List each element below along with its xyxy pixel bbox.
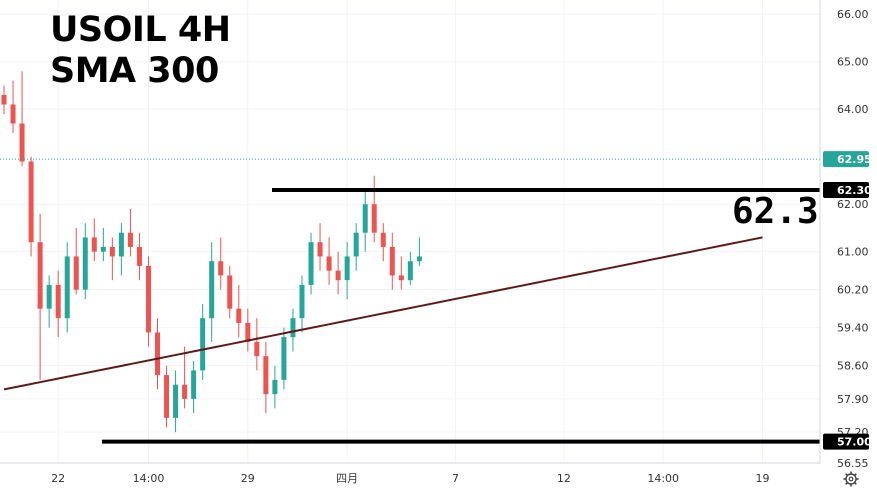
y-axis[interactable]: 66.00 65.00 64.00 62.00 61.00 60.20 59.40 58.60…	[819, 0, 872, 470]
candle-body	[263, 356, 269, 395]
candle-body	[380, 232, 386, 247]
candle-body	[371, 204, 377, 233]
candle-body	[389, 246, 395, 276]
current-price-tag: 62.95	[837, 153, 872, 166]
candle-body	[209, 261, 215, 319]
candle-body	[100, 246, 106, 252]
candle-body	[317, 242, 323, 257]
candles	[1, 71, 422, 433]
candle-body	[362, 204, 368, 233]
candle-body	[398, 275, 404, 281]
y-tick-label: 60.20	[837, 284, 869, 297]
gear-icon[interactable]	[843, 471, 859, 487]
level-price-tag-bg	[823, 433, 869, 450]
y-tick-label: 66.00	[837, 8, 869, 21]
candle-body	[191, 370, 197, 399]
candle-body	[19, 123, 25, 162]
level-annotation: 62.3	[732, 191, 819, 232]
candle-body	[64, 256, 70, 319]
candle-body	[281, 337, 287, 380]
level-price-tag-bg	[823, 181, 869, 198]
candle-body	[136, 246, 142, 266]
candle-body	[227, 275, 233, 309]
candle-body	[335, 270, 341, 281]
y-tick-label: 62.00	[837, 198, 869, 211]
candle-body	[118, 232, 124, 257]
candle-body	[73, 256, 79, 290]
candle-body	[353, 232, 359, 257]
candle-body	[182, 384, 188, 399]
sma-line-group	[3, 236, 763, 391]
candle-body	[218, 261, 224, 276]
current-price-tag-bg	[823, 151, 869, 168]
y-tick-label: 57.90	[837, 393, 869, 406]
candle-body	[37, 242, 43, 309]
x-tick-label: 29	[241, 472, 255, 485]
x-tick-label: 14:00	[133, 472, 165, 485]
chart-subtitle: SMA 300	[50, 51, 219, 91]
y-tick-label: 61.00	[837, 246, 869, 259]
candle-body	[326, 256, 332, 271]
candle-body	[28, 161, 34, 243]
candle-body	[290, 318, 296, 338]
level-price-tag: 62.30	[837, 184, 872, 197]
candle-body	[416, 256, 422, 262]
y-tick-label: 64.00	[837, 103, 869, 116]
candle-body	[236, 308, 242, 323]
candle-body	[91, 237, 97, 252]
candle-body	[46, 284, 52, 309]
candle-body	[155, 332, 161, 376]
sma-line	[3, 236, 763, 391]
candle-body	[308, 242, 314, 285]
candle-body	[10, 104, 16, 124]
levels	[0, 158, 820, 444]
y-tick-label: 65.00	[837, 56, 869, 69]
x-tick-label: 四月	[336, 472, 358, 485]
level-price-tag: 57.00	[837, 436, 872, 449]
y-tick-label: 56.55	[837, 457, 869, 470]
x-tick-label: 7	[452, 472, 459, 485]
x-axis[interactable]: 22 14:00 29 四月 7 12 14:00 19	[0, 462, 820, 485]
candle-body	[200, 318, 206, 371]
y-tick-label: 58.60	[837, 360, 869, 373]
candle-body	[299, 284, 305, 319]
candle-body	[344, 256, 350, 281]
x-tick-label: 22	[51, 472, 65, 485]
x-tick-label: 19	[756, 472, 770, 485]
x-tick-label: 12	[557, 472, 571, 485]
candle-body	[55, 284, 61, 319]
candle-body	[1, 94, 7, 105]
candle-body	[407, 261, 413, 281]
candle-body	[145, 265, 151, 333]
candle-body	[82, 237, 88, 290]
x-tick-label: 14:00	[647, 472, 679, 485]
candle-body	[173, 384, 179, 418]
candle-body	[254, 341, 260, 357]
candle-body	[272, 379, 278, 395]
candle-body	[127, 232, 133, 247]
chart-title: USOIL 4H	[50, 10, 231, 50]
candle-body	[164, 375, 170, 418]
y-tick-label: 59.40	[837, 322, 869, 335]
candle-body	[245, 322, 251, 342]
candle-body	[109, 246, 115, 257]
